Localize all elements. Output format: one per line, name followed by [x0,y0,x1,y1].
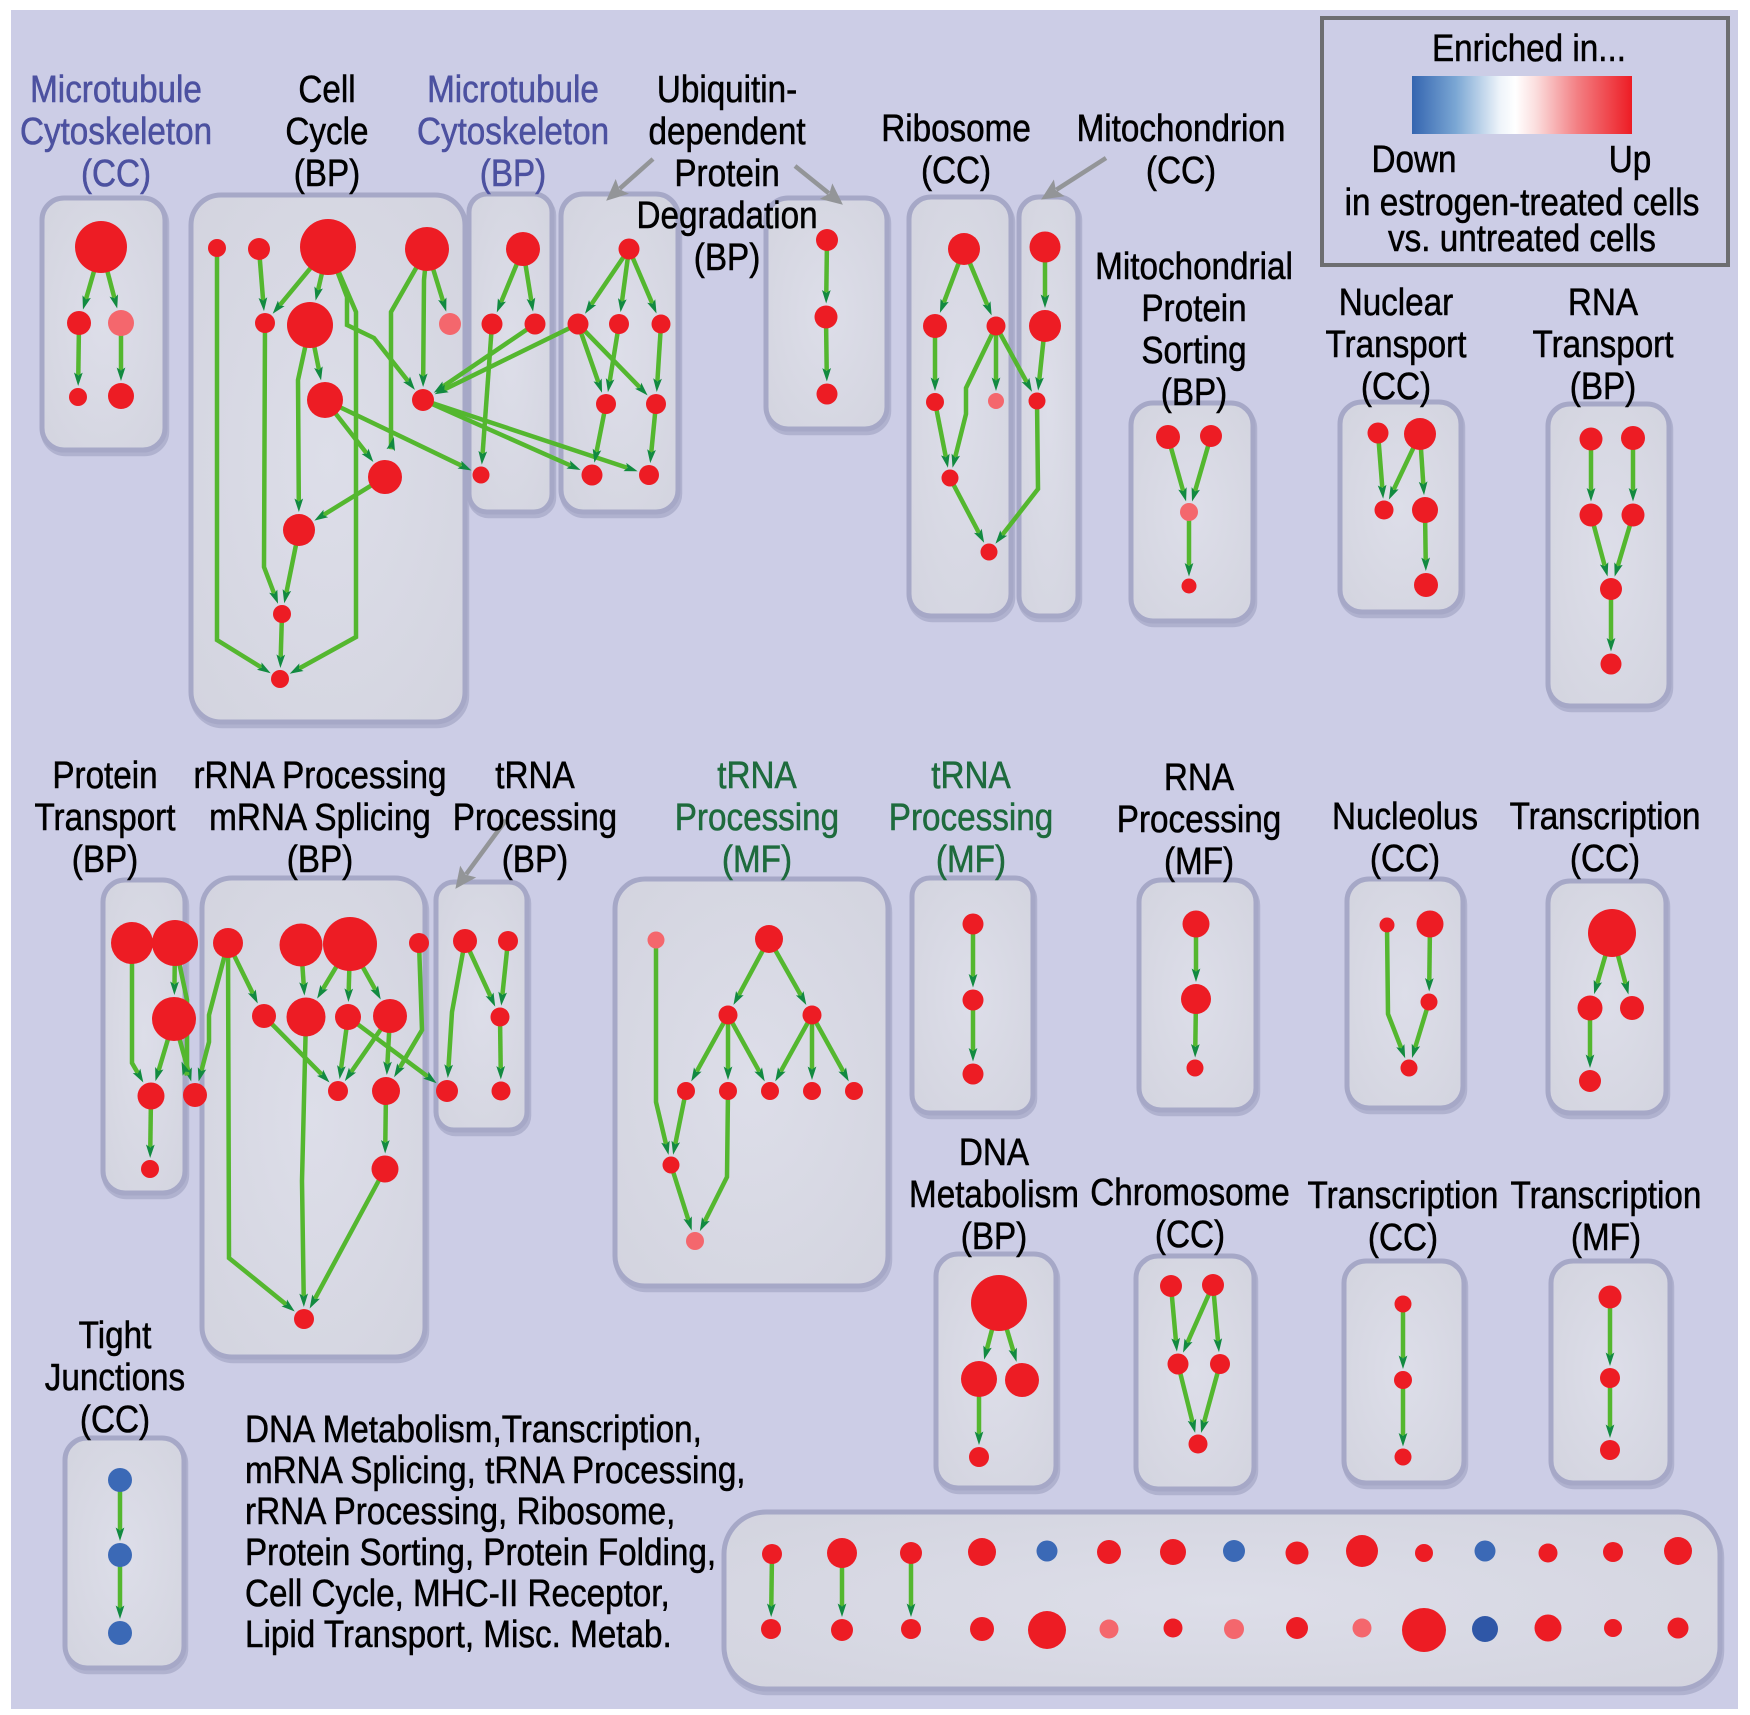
svg-text:(CC): (CC) [1146,149,1216,192]
svg-text:(CC): (CC) [81,152,151,195]
svg-text:in estrogen-treated cells: in estrogen-treated cells [1345,181,1700,224]
svg-text:(CC): (CC) [80,1398,150,1441]
svg-text:dependent: dependent [648,110,805,153]
svg-text:Microtubule: Microtubule [427,68,599,111]
svg-text:(MF): (MF) [1164,840,1234,883]
svg-text:RNA: RNA [1164,756,1234,799]
svg-text:(BP): (BP) [1161,371,1227,414]
svg-text:Transport: Transport [1533,323,1674,366]
svg-text:Processing: Processing [675,796,839,839]
svg-text:RNA: RNA [1568,281,1638,324]
svg-text:rRNA Processing, Ribosome,: rRNA Processing, Ribosome, [245,1490,675,1533]
svg-text:(BP): (BP) [1570,365,1636,408]
svg-text:(MF): (MF) [722,838,792,881]
svg-text:Mitochondrial: Mitochondrial [1095,245,1293,288]
svg-text:(BP): (BP) [72,838,138,881]
svg-text:Microtubule: Microtubule [30,68,202,111]
svg-text:Degradation: Degradation [637,194,818,237]
svg-text:rRNA Processing: rRNA Processing [193,754,446,797]
svg-text:Cell Cycle, MHC-II Receptor,: Cell Cycle, MHC-II Receptor, [245,1572,670,1615]
svg-text:Protein Sorting, Protein Foldi: Protein Sorting, Protein Folding, [245,1531,716,1574]
svg-text:Transport: Transport [1325,323,1466,366]
svg-text:mRNA Splicing: mRNA Splicing [209,796,431,839]
svg-text:Protein: Protein [674,152,779,195]
svg-text:(CC): (CC) [1368,1216,1438,1259]
svg-text:tRNA: tRNA [717,754,797,797]
svg-text:(BP): (BP) [961,1215,1027,1258]
svg-text:DNA: DNA [959,1131,1029,1174]
svg-text:Mitochondrion: Mitochondrion [1077,107,1286,150]
svg-text:Transport: Transport [35,796,176,839]
svg-text:Down: Down [1372,138,1457,181]
svg-text:(CC): (CC) [1361,365,1431,408]
svg-text:(BP): (BP) [287,838,353,881]
svg-text:(CC): (CC) [1570,837,1640,880]
svg-text:Ubiquitin-: Ubiquitin- [657,68,797,111]
svg-text:Junctions: Junctions [45,1356,185,1399]
svg-text:Ribosome: Ribosome [881,107,1031,150]
svg-text:(BP): (BP) [294,152,360,195]
svg-text:Metabolism: Metabolism [909,1173,1079,1216]
svg-text:Nucleolus: Nucleolus [1332,795,1478,838]
svg-text:Transcription: Transcription [1308,1174,1499,1217]
svg-text:Enriched in...: Enriched in... [1432,27,1626,70]
svg-text:Cell: Cell [298,68,355,111]
svg-text:(BP): (BP) [694,236,760,279]
svg-text:Lipid Transport, Misc. Metab.: Lipid Transport, Misc. Metab. [245,1613,672,1656]
svg-text:Protein: Protein [52,754,157,797]
svg-text:Nuclear: Nuclear [1339,281,1454,324]
svg-text:DNA Metabolism,Transcription,: DNA Metabolism,Transcription, [245,1408,702,1451]
svg-text:tRNA: tRNA [495,754,575,797]
svg-text:Protein: Protein [1141,287,1246,330]
svg-text:(CC): (CC) [1155,1213,1225,1256]
svg-text:Sorting: Sorting [1141,329,1246,372]
svg-text:(MF): (MF) [1571,1216,1641,1259]
svg-text:(CC): (CC) [1370,837,1440,880]
svg-text:Processing: Processing [889,796,1053,839]
svg-text:Processing: Processing [453,796,617,839]
svg-text:Transcription: Transcription [1510,795,1701,838]
svg-text:(BP): (BP) [480,152,546,195]
svg-text:vs. untreated cells: vs. untreated cells [1388,217,1656,260]
svg-text:Cytoskeleton: Cytoskeleton [20,110,212,153]
svg-text:Tight: Tight [79,1314,152,1357]
svg-text:(MF): (MF) [936,838,1006,881]
svg-text:Transcription: Transcription [1511,1174,1702,1217]
svg-text:(BP): (BP) [502,838,568,881]
svg-text:Chromosome: Chromosome [1090,1171,1289,1214]
svg-text:Up: Up [1609,138,1651,181]
svg-text:Cytoskeleton: Cytoskeleton [417,110,609,153]
svg-text:Cycle: Cycle [285,110,368,153]
svg-text:mRNA Splicing, tRNA Processing: mRNA Splicing, tRNA Processing, [245,1449,746,1492]
svg-text:(CC): (CC) [921,149,991,192]
svg-text:Processing: Processing [1117,798,1281,841]
svg-text:tRNA: tRNA [931,754,1011,797]
